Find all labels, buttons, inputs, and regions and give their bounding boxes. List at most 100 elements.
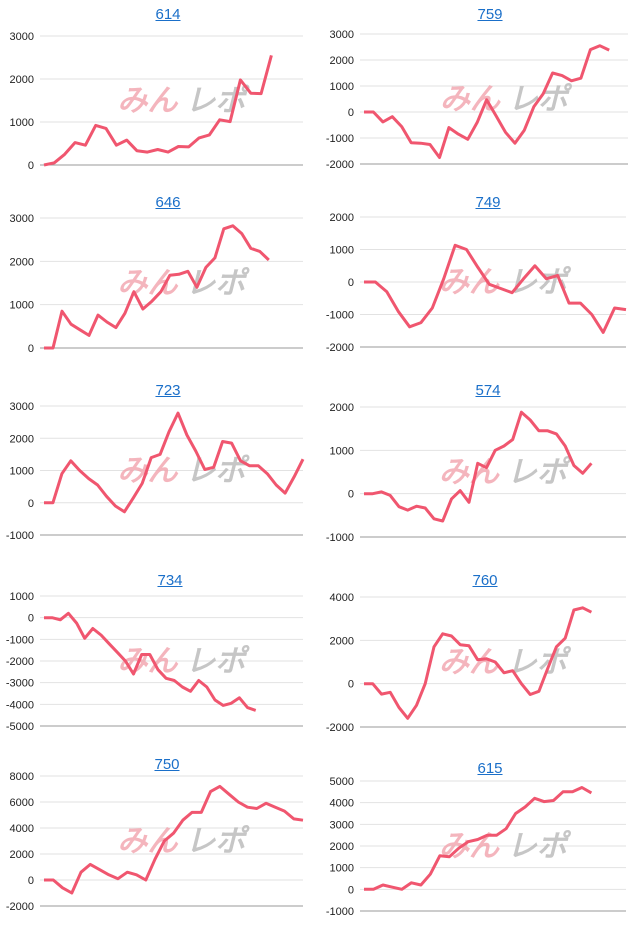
line-chart: 0 1000 2000 3000 みん レポ bbox=[10, 31, 303, 172]
svg-text:レポ: レポ bbox=[507, 645, 572, 680]
y-tick-label: 3000 bbox=[10, 31, 34, 43]
watermark-logo: みん レポ bbox=[439, 645, 572, 680]
svg-text:みん: みん bbox=[439, 645, 500, 680]
chart-title-link[interactable]: 749 bbox=[475, 194, 501, 211]
watermark-logo: みん レポ bbox=[118, 824, 251, 859]
y-tick-label: -2000 bbox=[6, 901, 34, 913]
y-tick-label: 0 bbox=[28, 613, 34, 625]
y-tick-label: -1000 bbox=[6, 634, 34, 646]
y-tick-label: 1000 bbox=[330, 81, 354, 93]
y-tick-label: 0 bbox=[28, 343, 34, 355]
line-chart: -2000 0 2000 4000 みん レポ bbox=[326, 592, 626, 734]
y-tick-label: 0 bbox=[348, 277, 354, 289]
y-tick-label: 4000 bbox=[330, 592, 354, 604]
series-line bbox=[44, 611, 257, 712]
chart-panel-614: 614 0 1000 2000 3000 みん レポ bbox=[0, 0, 320, 185]
y-tick-label: 3000 bbox=[330, 29, 354, 41]
y-tick-label: -2000 bbox=[326, 159, 354, 171]
y-tick-label: -1000 bbox=[326, 133, 354, 145]
watermark-logo: みん レポ bbox=[118, 644, 251, 679]
y-tick-label: 1000 bbox=[10, 466, 34, 478]
y-tick-label: 5000 bbox=[330, 776, 354, 788]
chart-title-link[interactable]: 734 bbox=[157, 572, 183, 589]
y-tick-label: 3000 bbox=[330, 819, 354, 831]
watermark-logo: みん レポ bbox=[118, 84, 251, 119]
watermark-logo: みん レポ bbox=[439, 455, 572, 490]
y-tick-label: 0 bbox=[28, 875, 34, 887]
chart-title-link[interactable]: 615 bbox=[477, 760, 503, 777]
y-tick-label: 0 bbox=[28, 160, 34, 172]
svg-text:みん: みん bbox=[118, 644, 179, 679]
y-tick-label: 0 bbox=[348, 884, 354, 896]
chart-title-link[interactable]: 760 bbox=[472, 572, 498, 589]
series-line bbox=[364, 410, 593, 523]
chart-panel-615: 615 -1000 0 1000 2000 3000 4000 5000 みん レポ bbox=[320, 754, 640, 931]
series-line bbox=[364, 243, 627, 334]
chart-panel-749: 749 -2000 -1000 0 1000 2000 みん レポ bbox=[320, 188, 640, 373]
line-chart: -1000 0 1000 2000 みん レポ bbox=[326, 402, 626, 544]
svg-text:レポ: レポ bbox=[186, 824, 251, 859]
y-tick-label: -1000 bbox=[326, 532, 354, 544]
chart-panel-723: 723 -1000 0 1000 2000 3000 みん レポ bbox=[0, 376, 320, 561]
series-line bbox=[44, 784, 304, 895]
y-tick-label: 1000 bbox=[10, 300, 34, 312]
series-line bbox=[44, 411, 305, 514]
y-tick-label: -2000 bbox=[326, 342, 354, 354]
y-tick-label: 0 bbox=[28, 498, 34, 510]
chart-title-link[interactable]: 759 bbox=[477, 6, 503, 23]
svg-text:レポ: レポ bbox=[507, 455, 572, 490]
y-tick-label: -5000 bbox=[6, 721, 34, 733]
y-tick-label: 3000 bbox=[10, 213, 34, 225]
y-tick-label: 1000 bbox=[10, 591, 34, 603]
y-tick-label: 4000 bbox=[10, 823, 34, 835]
chart-panel-734: 734 -5000 -4000 -3000 -2000 -1000 0 1000 みん レポ bbox=[0, 566, 320, 751]
chart-title-link[interactable]: 723 bbox=[155, 382, 181, 399]
chart-panel-750: 750 -2000 0 2000 4000 6000 8000 みん レポ bbox=[0, 750, 320, 931]
y-tick-label: -1000 bbox=[326, 310, 354, 322]
y-tick-label: -1000 bbox=[326, 906, 354, 918]
series-line bbox=[364, 606, 593, 720]
y-tick-label: 2000 bbox=[330, 402, 354, 414]
y-tick-label: 1000 bbox=[10, 117, 34, 129]
y-tick-label: 1000 bbox=[330, 863, 354, 875]
svg-text:みん: みん bbox=[118, 84, 179, 119]
chart-title-link[interactable]: 574 bbox=[475, 382, 501, 399]
y-tick-label: 2000 bbox=[330, 635, 354, 647]
y-tick-label: 0 bbox=[348, 489, 354, 501]
svg-text:レポ: レポ bbox=[186, 84, 251, 119]
y-tick-label: 4000 bbox=[330, 798, 354, 810]
chart-title-link[interactable]: 750 bbox=[154, 756, 180, 773]
y-tick-label: 2000 bbox=[330, 841, 354, 853]
chart-panel-646: 646 0 1000 2000 3000 みん レポ bbox=[0, 188, 320, 373]
svg-text:みん: みん bbox=[440, 82, 501, 117]
y-tick-label: 1000 bbox=[330, 445, 354, 457]
svg-text:みん: みん bbox=[118, 824, 179, 859]
chart-panel-759: 759 -2000 -1000 0 1000 2000 3000 みん レポ bbox=[320, 0, 640, 185]
series-line bbox=[44, 224, 270, 350]
y-tick-label: 1000 bbox=[330, 245, 354, 257]
series-line bbox=[43, 55, 273, 167]
chart-title-link[interactable]: 614 bbox=[155, 6, 181, 23]
chart-title-link[interactable]: 646 bbox=[155, 194, 181, 211]
y-tick-label: 2000 bbox=[10, 74, 34, 86]
y-tick-label: 2000 bbox=[330, 55, 354, 67]
y-tick-label: 2000 bbox=[10, 433, 34, 445]
y-tick-label: 6000 bbox=[10, 797, 34, 809]
chart-panel-574: 574 -1000 0 1000 2000 みん レポ bbox=[320, 376, 640, 561]
chart-panel-760: 760 -2000 0 2000 4000 みん レポ bbox=[320, 566, 640, 751]
y-tick-label: -2000 bbox=[326, 722, 354, 734]
svg-text:レポ: レポ bbox=[507, 829, 572, 864]
y-tick-label: 0 bbox=[348, 107, 354, 119]
y-tick-label: 2000 bbox=[10, 256, 34, 268]
y-tick-label: 3000 bbox=[10, 401, 34, 413]
svg-text:みん: みん bbox=[118, 266, 179, 301]
y-tick-label: -2000 bbox=[6, 656, 34, 668]
line-chart: -2000 0 2000 4000 6000 8000 みん レポ bbox=[6, 771, 304, 913]
line-chart: -5000 -4000 -3000 -2000 -1000 0 1000 みん レポ bbox=[6, 591, 303, 733]
